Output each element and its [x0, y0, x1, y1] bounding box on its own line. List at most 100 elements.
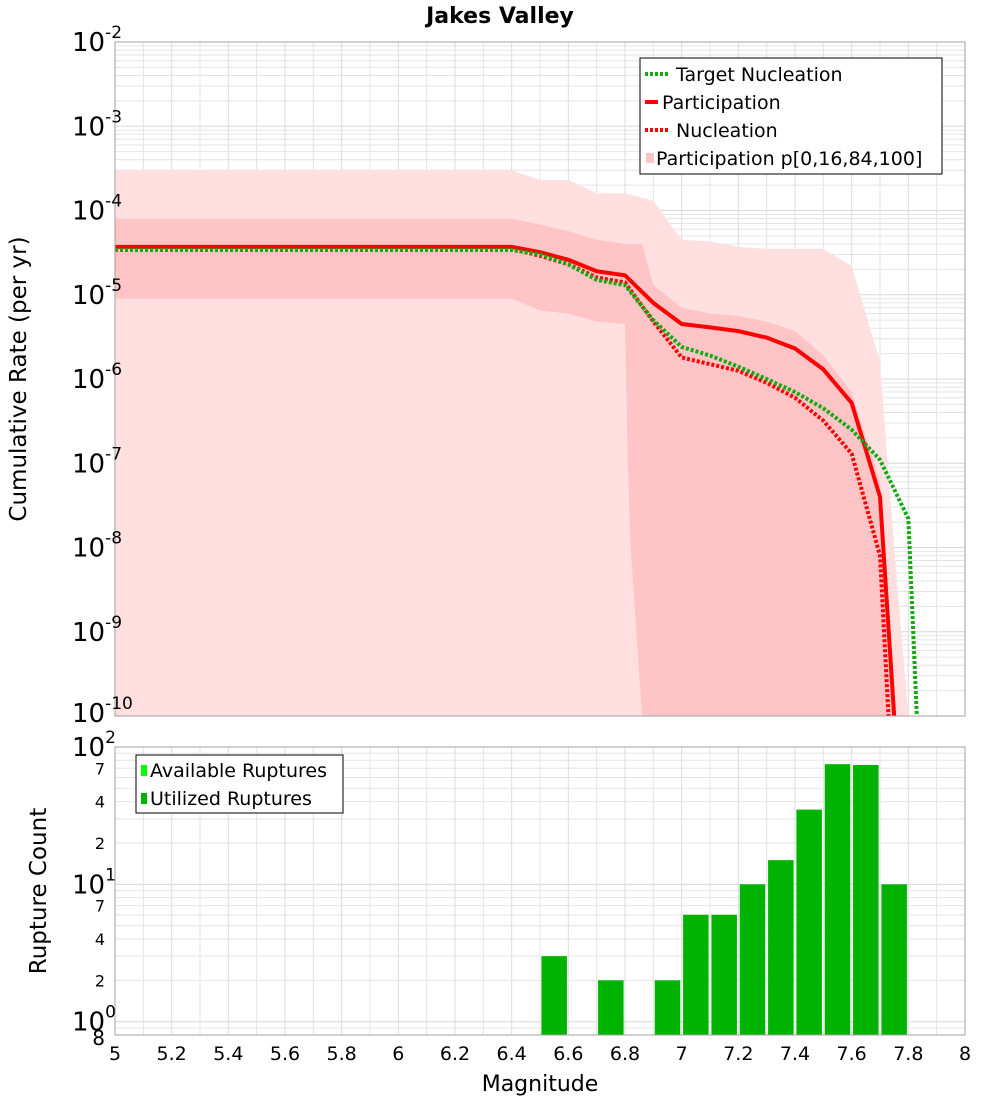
count-y-minor-tick-label: 2 — [95, 834, 105, 853]
rate-y-tick: 10-7 — [72, 444, 122, 479]
x-tick-label: 6.4 — [497, 1043, 527, 1065]
count-y-minor-tick-label: 4 — [95, 793, 105, 812]
rate-y-tick-base: 10 — [72, 534, 105, 564]
rate-y-tick-base: 10 — [72, 197, 105, 227]
x-tick-label: 7 — [676, 1043, 688, 1065]
rate-y-tick-exponent: -4 — [105, 192, 122, 212]
rate-legend-label: Target Nucleation — [675, 64, 843, 86]
rate-y-tick-label: 10-8 — [72, 529, 122, 564]
rate-legend-box — [639, 57, 943, 175]
chart-title: Jakes Valley — [424, 4, 574, 29]
utilized-rupture-bar — [541, 956, 567, 1035]
rate-y-axis-label: Cumulative Rate (per yr) — [6, 236, 32, 521]
rate-y-tick-exponent: -9 — [105, 613, 122, 633]
rate-y-tick-exponent: -6 — [105, 360, 122, 380]
rate-y-tick-label: 10-2 — [72, 23, 122, 58]
rate-y-tick: 10-5 — [72, 276, 122, 311]
x-tick-label: 5.6 — [270, 1043, 300, 1065]
x-tick-label: 7.2 — [723, 1043, 753, 1065]
rate-lines — [115, 244, 919, 717]
rate-y-tick: 10-3 — [72, 107, 122, 142]
count-y-tick-base: 10 — [72, 1008, 105, 1038]
count-legend-swatch — [141, 765, 147, 776]
count-legend-label: Utilized Ruptures — [150, 788, 312, 810]
rate-y-tick-exponent: -10 — [105, 694, 133, 714]
count-y-tick: 102 — [72, 728, 116, 763]
x-tick-label: 6 — [392, 1043, 404, 1065]
rate-band-p16-p84 — [115, 218, 895, 716]
count-y-minor-tick-label: 7 — [95, 759, 105, 778]
rate-y-tick-label: 10-6 — [72, 360, 122, 395]
count-y-minor-tick-label: 7 — [95, 897, 105, 916]
count-y-tick-base: 10 — [72, 733, 105, 763]
rate-y-tick-exponent: -7 — [105, 444, 122, 464]
cumulative-rate-panel: 10-210-310-410-510-610-710-810-910-10 Cu… — [6, 23, 966, 729]
rate-y-tick-label: 10-10 — [72, 694, 133, 729]
rate-y-tick: 10-10 — [72, 694, 133, 729]
rate-legend-label: Participation — [662, 92, 781, 114]
rate-y-tick-exponent: -2 — [105, 23, 122, 43]
rate-y-tick-exponent: -8 — [105, 529, 122, 549]
utilized-rupture-bar — [683, 914, 709, 1035]
utilized-rupture-bar — [824, 764, 851, 1035]
x-axis: 5 5.2 5.4 5.6 5.8 6 6.2 6.4 6.6 6.8 7 7.2 7.4 7.6 7.8 8 — [109, 1043, 971, 1065]
rate-y-tick: 10-2 — [72, 23, 122, 58]
x-tick-label: 7.8 — [893, 1043, 923, 1065]
count-y-tick-exponent: 0 — [105, 1003, 116, 1023]
count-y-minor-tick-label: 8 — [92, 1026, 105, 1050]
count-legend-swatch — [141, 793, 147, 804]
count-y-minor-tick-label: 2 — [95, 971, 105, 990]
utilized-rupture-bar — [598, 980, 624, 1035]
count-y-tick: 100 — [72, 1003, 116, 1038]
count-legend: Available Ruptures Utilized Ruptures — [135, 754, 344, 814]
x-tick-label: 5.8 — [327, 1043, 357, 1065]
rate-plot-frame — [114, 41, 966, 717]
count-legend-box — [135, 754, 344, 814]
x-axis-label: Magnitude — [482, 1072, 599, 1097]
count-y-tick-exponent: 1 — [105, 865, 116, 885]
rate-y-tick-label: 10-7 — [72, 444, 122, 479]
count-y-minor-tick-label: 4 — [95, 930, 105, 949]
rate-y-tick-label: 10-9 — [72, 613, 122, 648]
count-y-tick: 101 — [72, 865, 116, 900]
rate-y-tick-label: 10-4 — [72, 192, 122, 227]
x-tick-label: 7.4 — [780, 1043, 810, 1065]
utilized-rupture-bar — [654, 980, 681, 1035]
rate-y-tick: 10-6 — [72, 360, 122, 395]
rate-y-tick-base: 10 — [72, 449, 105, 479]
count-y-tick-exponent: 2 — [105, 728, 116, 748]
rate-y-tick: 10-4 — [72, 192, 122, 227]
rate-y-axis: 10-210-310-410-510-610-710-810-910-10 — [72, 23, 133, 729]
x-tick-label: 7.6 — [837, 1043, 867, 1065]
rate-legend-label: Nucleation — [676, 120, 778, 142]
series-line-participation — [115, 244, 897, 717]
rate-y-tick-base: 10 — [72, 618, 105, 648]
count-y-tick-label: 100 — [72, 1003, 116, 1038]
rate-y-tick-base: 10 — [72, 699, 105, 729]
rate-y-tick-label: 10-5 — [72, 276, 122, 311]
utilized-rupture-bar — [796, 809, 822, 1035]
count-y-tick-label: 101 — [72, 865, 116, 900]
legend-band-swatch — [646, 153, 654, 163]
rate-y-tick-exponent: -3 — [105, 107, 122, 127]
count-y-tick-label: 102 — [72, 728, 116, 763]
x-tick-label: 5.2 — [157, 1043, 187, 1065]
count-plot-frame — [114, 746, 966, 1036]
rate-y-tick-label: 10-3 — [72, 107, 122, 142]
utilized-rupture-bar — [711, 914, 737, 1035]
rate-bands — [115, 170, 909, 717]
count-y-axis-label: Rupture Count — [26, 808, 52, 974]
x-tick-label: 5.4 — [213, 1043, 243, 1065]
rate-y-tick-exponent: -5 — [105, 276, 122, 296]
rate-y-tick-base: 10 — [72, 365, 105, 395]
count-grid — [114, 747, 966, 1036]
utilized-rupture-bar — [739, 884, 766, 1035]
x-tick-label: 6.2 — [440, 1043, 470, 1065]
x-tick-label: 8 — [959, 1043, 971, 1065]
count-bars — [541, 764, 907, 1035]
rate-legend: Target Nucleation Participation Nucleation… — [639, 57, 943, 175]
series-line-target-nucleation — [115, 247, 919, 717]
